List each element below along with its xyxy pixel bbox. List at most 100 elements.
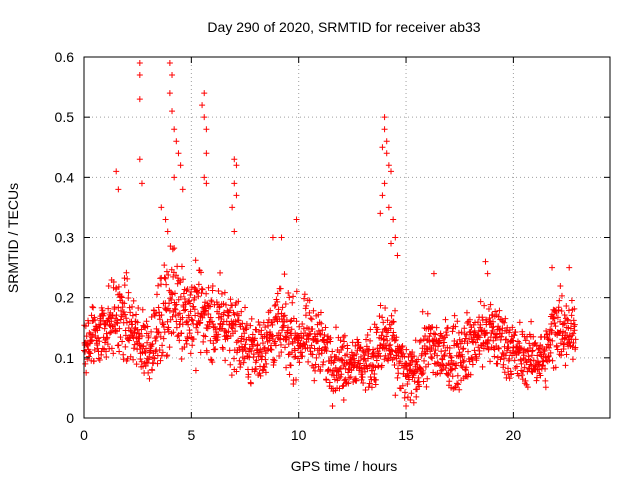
- data-point: [512, 329, 519, 336]
- data-point: [293, 376, 300, 383]
- data-point: [485, 305, 492, 312]
- data-point: [424, 310, 431, 317]
- data-point: [157, 357, 164, 364]
- data-point: [203, 180, 210, 187]
- data-point: [174, 333, 181, 340]
- data-point: [376, 313, 383, 320]
- data-point: [123, 315, 130, 322]
- data-point: [383, 333, 390, 340]
- data-point: [552, 323, 559, 330]
- data-point: [385, 357, 392, 364]
- data-point: [224, 335, 231, 342]
- data-point: [219, 321, 226, 328]
- data-point: [173, 318, 180, 325]
- data-point: [361, 352, 368, 359]
- data-point: [405, 376, 412, 383]
- data-point: [242, 304, 249, 311]
- data-point: [277, 285, 284, 292]
- data-point: [286, 294, 293, 301]
- data-point: [382, 305, 389, 312]
- data-point: [484, 270, 491, 277]
- data-point: [168, 296, 175, 303]
- data-point: [557, 283, 564, 290]
- data-point: [440, 353, 447, 360]
- data-point: [159, 349, 166, 356]
- data-point: [381, 180, 388, 187]
- data-point: [103, 353, 110, 360]
- data-point: [391, 362, 398, 369]
- data-point: [499, 349, 506, 356]
- data-point: [481, 302, 488, 309]
- data-point: [457, 359, 464, 366]
- data-point: [190, 336, 197, 343]
- data-point: [423, 345, 430, 352]
- data-point: [233, 339, 240, 346]
- data-point: [451, 338, 458, 345]
- data-point: [94, 345, 101, 352]
- data-point: [388, 312, 395, 319]
- data-point: [375, 350, 382, 357]
- data-point: [159, 342, 166, 349]
- data-point: [570, 317, 577, 324]
- data-point: [432, 331, 439, 338]
- data-point: [134, 327, 141, 334]
- data-point: [479, 314, 486, 321]
- data-point: [316, 330, 323, 337]
- data-point: [247, 380, 254, 387]
- data-point: [413, 393, 420, 400]
- data-point: [383, 138, 390, 145]
- data-point: [118, 294, 125, 301]
- data-point: [231, 180, 238, 187]
- data-point: [379, 144, 386, 151]
- data-point: [226, 347, 233, 354]
- data-point: [164, 352, 171, 359]
- data-point: [338, 371, 345, 378]
- data-point: [419, 308, 426, 315]
- data-point: [397, 358, 404, 365]
- data-point: [319, 361, 326, 368]
- data-point: [160, 335, 167, 342]
- data-point: [118, 293, 125, 300]
- data-point: [571, 327, 578, 334]
- data-point: [494, 334, 501, 341]
- data-point: [332, 324, 339, 331]
- data-point: [178, 355, 185, 362]
- data-point: [361, 368, 368, 375]
- data-point: [130, 335, 137, 342]
- data-point: [520, 352, 527, 359]
- data-point: [82, 360, 89, 367]
- data-point: [87, 350, 94, 357]
- data-point: [164, 228, 171, 235]
- data-point: [425, 361, 432, 368]
- data-point: [167, 316, 174, 323]
- data-point: [377, 353, 384, 360]
- data-point: [532, 339, 539, 346]
- data-point: [385, 204, 392, 211]
- data-point: [119, 304, 126, 311]
- data-point: [281, 271, 288, 278]
- data-point: [129, 312, 136, 319]
- data-point: [136, 335, 143, 342]
- data-point: [394, 374, 401, 381]
- data-point: [163, 281, 170, 288]
- data-point: [153, 291, 160, 298]
- data-point: [407, 396, 414, 403]
- x-axis: 0 5 10 15 20: [80, 57, 521, 443]
- data-point: [345, 380, 352, 387]
- data-point: [149, 367, 156, 374]
- data-point: [392, 392, 399, 399]
- data-point: [355, 357, 362, 364]
- data-point: [476, 347, 483, 354]
- data-point: [360, 380, 367, 387]
- data-point: [395, 370, 402, 377]
- data-point: [207, 356, 214, 363]
- data-point: [267, 346, 274, 353]
- data-point: [94, 342, 101, 349]
- data-point: [145, 369, 152, 376]
- data-point: [494, 360, 501, 367]
- data-point: [137, 342, 144, 349]
- data-point: [187, 308, 194, 315]
- data-point: [504, 339, 511, 346]
- data-point: [310, 307, 317, 314]
